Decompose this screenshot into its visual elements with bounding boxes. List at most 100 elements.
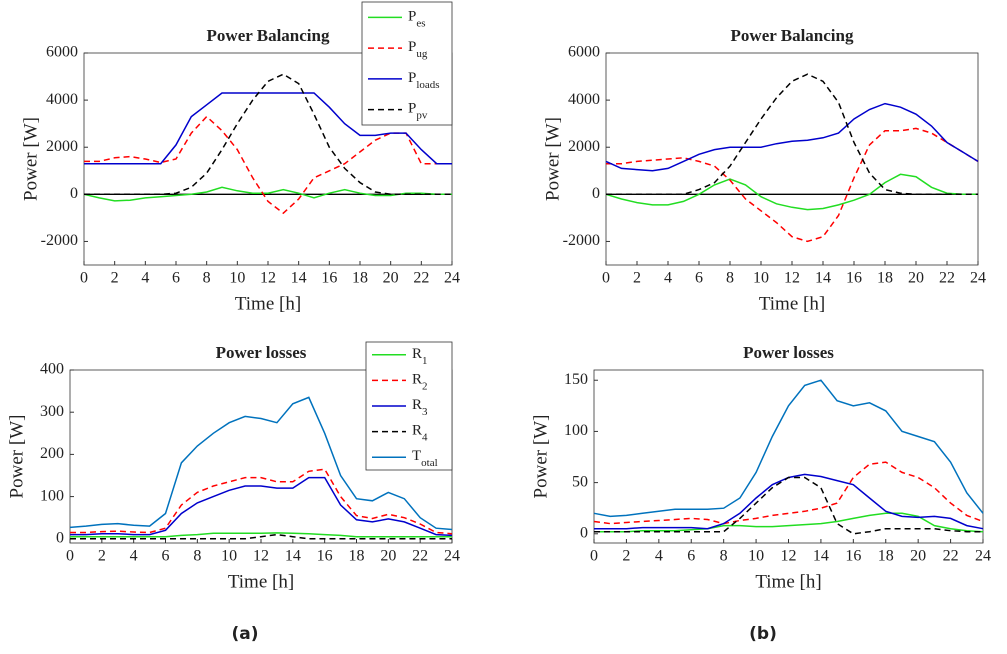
legend-label: Total — [412, 449, 438, 469]
series-line — [593, 379, 984, 518]
x-tick-label: 14 — [291, 270, 307, 287]
x-tick-label: 24 — [444, 270, 460, 287]
x-tick-label: 18 — [878, 548, 894, 565]
series-line — [70, 533, 452, 540]
x-tick-label: 10 — [753, 270, 769, 287]
legend-label: Ppv — [408, 101, 428, 121]
x-tick-label: 18 — [352, 270, 368, 287]
x-tick-label: 24 — [444, 548, 460, 565]
chart-title: Power losses — [216, 343, 307, 362]
y-axis-label: Power [W] — [20, 117, 41, 201]
x-tick-label: 8 — [203, 270, 211, 287]
x-tick-label: 16 — [845, 548, 861, 565]
x-tick-label: 16 — [317, 548, 333, 565]
x-tick-label: 8 — [193, 548, 201, 565]
legend-label: R2 — [412, 372, 428, 392]
y-tick-label: 2000 — [46, 138, 78, 155]
chart-title: Power losses — [743, 343, 834, 362]
series-line — [70, 532, 452, 538]
series-line — [84, 92, 452, 165]
y-tick-label: 50 — [572, 473, 588, 490]
y-tick-label: 0 — [56, 529, 64, 546]
x-tick-label: 16 — [846, 270, 862, 287]
x-tick-label: 4 — [141, 270, 149, 287]
y-tick-label: 100 — [564, 422, 588, 439]
x-tick-label: 2 — [622, 548, 630, 565]
x-tick-label: 20 — [908, 270, 924, 287]
y-tick-label: 0 — [580, 524, 588, 541]
x-tick-label: 22 — [943, 548, 959, 565]
series-line — [593, 461, 984, 525]
x-tick-label: 12 — [253, 548, 269, 565]
caption: (a) — [231, 624, 258, 644]
y-tick-label: 150 — [564, 371, 588, 388]
x-tick-label: 4 — [655, 548, 663, 565]
x-tick-label: 16 — [321, 270, 337, 287]
y-tick-label: 4000 — [46, 91, 78, 108]
x-tick-label: 18 — [877, 270, 893, 287]
y-tick-label: 100 — [40, 487, 64, 504]
series-line — [594, 512, 984, 533]
x-tick-label: 12 — [784, 270, 800, 287]
x-tick-label: 10 — [221, 548, 237, 565]
x-tick-label: 24 — [975, 548, 991, 565]
series-line — [84, 73, 452, 196]
y-tick-label: 6000 — [568, 44, 600, 61]
y-tick-label: 4000 — [568, 91, 600, 108]
x-axis-label: Time [h] — [235, 293, 301, 314]
legend-label: R4 — [412, 423, 428, 443]
y-tick-label: -2000 — [41, 232, 78, 249]
x-tick-label: 12 — [260, 270, 276, 287]
chart-title: Power Balancing — [207, 26, 330, 45]
series-line — [606, 73, 978, 196]
x-tick-label: 22 — [413, 270, 429, 287]
x-tick-label: 6 — [172, 270, 180, 287]
y-tick-label: -2000 — [563, 232, 600, 249]
plot-area — [605, 52, 979, 266]
x-tick-label: 4 — [664, 270, 672, 287]
x-axis-label: Time [h] — [228, 571, 294, 592]
x-tick-label: 22 — [939, 270, 955, 287]
x-tick-label: 14 — [813, 548, 829, 565]
y-tick-label: 300 — [40, 403, 64, 420]
x-tick-label: 24 — [970, 270, 986, 287]
x-tick-label: 20 — [380, 548, 396, 565]
y-tick-label: 0 — [592, 185, 600, 202]
x-tick-label: 14 — [285, 548, 301, 565]
series-line — [70, 476, 453, 537]
x-tick-label: 8 — [720, 548, 728, 565]
x-tick-label: 0 — [602, 270, 610, 287]
series-line — [84, 115, 452, 215]
series-line — [605, 102, 979, 172]
series-line — [594, 476, 983, 535]
x-tick-label: 6 — [695, 270, 703, 287]
x-tick-label: 0 — [66, 548, 74, 565]
x-axis-label: Time [h] — [759, 293, 825, 314]
x-tick-label: 0 — [590, 548, 598, 565]
x-axis-label: Time [h] — [755, 571, 821, 592]
x-tick-label: 0 — [80, 270, 88, 287]
legend-label: R1 — [412, 346, 428, 366]
y-axis-label: Power [W] — [530, 415, 551, 499]
caption: (b) — [749, 624, 777, 644]
x-tick-label: 14 — [815, 270, 831, 287]
legend-label: Pes — [408, 9, 426, 29]
x-tick-label: 2 — [111, 270, 119, 287]
x-tick-label: 8 — [726, 270, 734, 287]
y-axis-label: Power [W] — [542, 117, 563, 201]
series-line — [70, 468, 453, 535]
y-tick-label: 6000 — [46, 44, 78, 61]
y-axis-label: Power [W] — [6, 415, 27, 499]
series-line — [605, 173, 978, 211]
legend-box — [361, 1, 453, 126]
x-tick-label: 10 — [748, 548, 764, 565]
x-tick-label: 20 — [383, 270, 399, 287]
chart-title: Power Balancing — [731, 26, 854, 45]
x-tick-label: 2 — [633, 270, 641, 287]
x-tick-label: 12 — [781, 548, 797, 565]
plot-area — [593, 369, 984, 544]
x-tick-label: 6 — [687, 548, 695, 565]
series-line — [69, 396, 453, 531]
y-tick-label: 2000 — [568, 138, 600, 155]
